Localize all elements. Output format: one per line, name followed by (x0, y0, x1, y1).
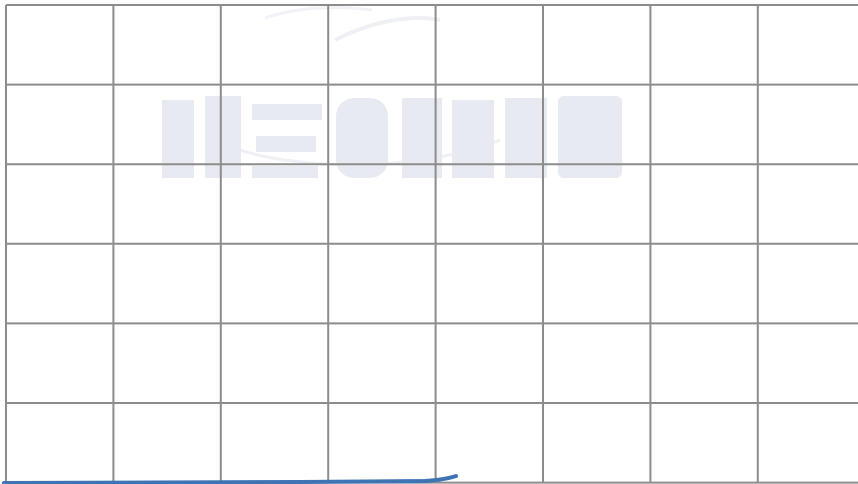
drawing-canvas[interactable] (0, 0, 858, 484)
grid (5, 4, 858, 484)
